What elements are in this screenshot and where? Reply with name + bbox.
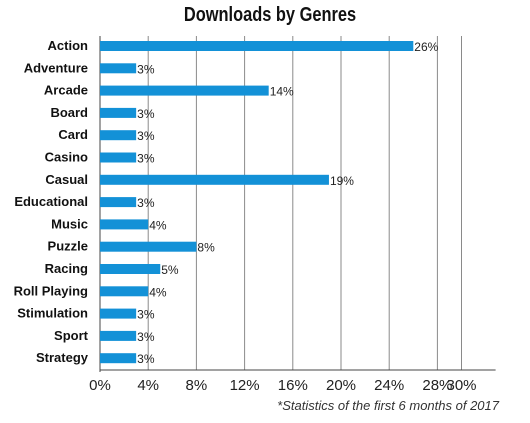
bar-1 bbox=[100, 63, 137, 74]
value-label-12: 3% bbox=[137, 308, 155, 322]
bar-0 bbox=[100, 41, 414, 51]
value-label-3: 3% bbox=[137, 107, 155, 121]
category-label-8: Music bbox=[51, 216, 88, 231]
value-label-2: 14% bbox=[270, 85, 294, 99]
x-tick-label-4: 16% bbox=[278, 377, 308, 394]
bar-9 bbox=[100, 241, 197, 252]
category-label-12: Stimulation bbox=[17, 306, 88, 321]
value-label-10: 5% bbox=[161, 263, 179, 277]
bar-8 bbox=[100, 219, 149, 230]
value-label-11: 4% bbox=[149, 285, 167, 299]
category-label-14: Strategy bbox=[36, 350, 89, 365]
category-label-5: Casino bbox=[45, 150, 88, 165]
category-label-7: Educational bbox=[14, 194, 88, 209]
x-tick-label-2: 8% bbox=[186, 377, 208, 394]
bar-12 bbox=[100, 308, 137, 319]
x-tick-label-3: 12% bbox=[230, 377, 260, 394]
bar-6 bbox=[100, 174, 329, 185]
category-label-0: Action bbox=[48, 38, 89, 53]
category-label-11: Roll Playing bbox=[14, 283, 88, 298]
x-tick-label-6: 24% bbox=[374, 377, 404, 394]
category-label-2: Arcade bbox=[44, 83, 88, 98]
category-label-3: Board bbox=[50, 105, 88, 120]
chart-footnote: *Statistics of the first 6 months of 201… bbox=[277, 398, 499, 413]
value-label-8: 4% bbox=[149, 218, 167, 232]
bar-2 bbox=[100, 85, 269, 96]
value-label-13: 3% bbox=[137, 330, 155, 344]
value-label-9: 8% bbox=[197, 241, 215, 255]
x-tick-label-1: 4% bbox=[137, 377, 159, 394]
bar-14 bbox=[100, 353, 137, 364]
x-tick-label-5: 20% bbox=[326, 377, 356, 394]
value-label-7: 3% bbox=[137, 196, 155, 210]
value-label-1: 3% bbox=[137, 62, 155, 76]
bar-5 bbox=[100, 152, 137, 163]
value-label-14: 3% bbox=[137, 352, 155, 366]
category-label-10: Racing bbox=[45, 261, 88, 276]
value-label-4: 3% bbox=[137, 129, 155, 143]
bar-4 bbox=[100, 130, 137, 141]
bar-3 bbox=[100, 107, 137, 118]
value-label-0: 26% bbox=[414, 40, 438, 54]
category-label-4: Card bbox=[58, 127, 88, 142]
x-tick-label-0: 0% bbox=[89, 377, 111, 394]
bar-10 bbox=[100, 264, 161, 274]
bar-7 bbox=[100, 197, 137, 208]
chart-title: Downloads by Genres bbox=[183, 4, 357, 26]
bar-11 bbox=[100, 286, 149, 297]
category-label-9: Puzzle bbox=[48, 239, 88, 254]
bar-13 bbox=[100, 330, 137, 341]
value-label-5: 3% bbox=[137, 152, 155, 166]
x-tick-label-8: 30% bbox=[446, 377, 476, 394]
value-label-6: 19% bbox=[330, 174, 354, 188]
x-tick-label-7: 28% bbox=[422, 377, 452, 394]
category-label-1: Adventure bbox=[24, 60, 88, 75]
category-label-6: Casual bbox=[45, 172, 88, 187]
category-label-13: Sport bbox=[54, 328, 89, 343]
